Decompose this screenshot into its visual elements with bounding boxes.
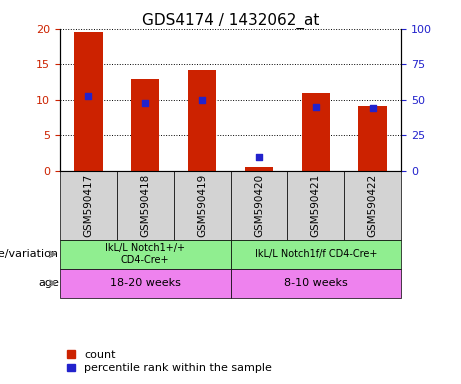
Point — [142, 100, 149, 106]
Text: 18-20 weeks: 18-20 weeks — [110, 278, 181, 288]
Bar — [230, 240, 401, 269]
Bar — [287, 171, 344, 240]
Text: GSM590420: GSM590420 — [254, 174, 264, 237]
Bar — [230, 171, 287, 240]
Text: GSM590422: GSM590422 — [367, 174, 378, 237]
Text: GSM590421: GSM590421 — [311, 174, 321, 237]
Text: 8-10 weeks: 8-10 weeks — [284, 278, 348, 288]
Bar — [344, 171, 401, 240]
Bar — [301, 93, 330, 171]
Bar — [230, 269, 401, 298]
Bar — [245, 167, 273, 171]
Point — [255, 154, 263, 160]
Point — [85, 93, 92, 99]
Bar — [74, 32, 102, 171]
Text: GSM590418: GSM590418 — [140, 174, 150, 237]
Point — [369, 105, 376, 111]
Text: age: age — [38, 278, 59, 288]
Bar — [174, 171, 230, 240]
Bar — [60, 240, 230, 269]
Bar — [60, 269, 230, 298]
Point — [198, 97, 206, 103]
Bar — [60, 171, 117, 240]
Point — [312, 104, 319, 110]
Text: GSM590419: GSM590419 — [197, 174, 207, 237]
Text: IkL/L Notch1f/f CD4-Cre+: IkL/L Notch1f/f CD4-Cre+ — [254, 249, 377, 259]
Bar — [358, 106, 387, 171]
Text: GSM590417: GSM590417 — [83, 174, 94, 237]
Text: IkL/L Notch1+/+
CD4-Cre+: IkL/L Notch1+/+ CD4-Cre+ — [105, 243, 185, 265]
Bar — [131, 79, 160, 171]
Title: GDS4174 / 1432062_at: GDS4174 / 1432062_at — [142, 13, 319, 29]
Bar — [188, 70, 216, 171]
Bar — [117, 171, 174, 240]
Legend: count, percentile rank within the sample: count, percentile rank within the sample — [65, 349, 273, 375]
Text: genotype/variation: genotype/variation — [0, 249, 59, 259]
